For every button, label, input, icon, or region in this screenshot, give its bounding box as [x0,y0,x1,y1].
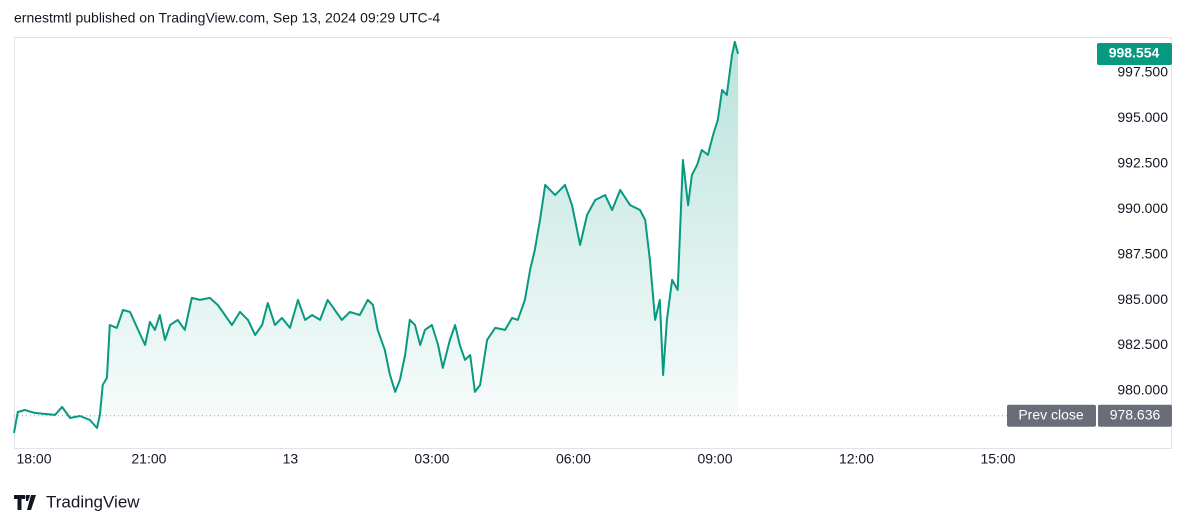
x-tick-label: 03:00 [414,451,449,467]
prev-close-value: 978.636 [1110,406,1161,422]
y-tick-label: 992.500 [1117,155,1168,171]
prev-close-title: Prev close [1018,406,1084,422]
x-tick-label: 09:00 [697,451,732,467]
y-tick-label: 985.000 [1117,291,1168,307]
x-tick-label: 12:00 [839,451,874,467]
x-tick-label: 21:00 [131,451,166,467]
y-tick-label: 982.500 [1117,336,1168,352]
logo [14,495,36,510]
brand: TradingView [46,492,140,511]
x-tick-label: 18:00 [16,451,51,467]
prev-close-box [1098,404,1172,427]
y-tick-label: 980.000 [1117,382,1168,398]
price-line [13,40,740,434]
y-tick-label: 990.000 [1117,200,1168,216]
y-tick-label: 987.500 [1117,245,1168,261]
x-tick-label: 13 [283,451,299,467]
y-tick-label: 997.500 [1117,64,1168,80]
x-tick-label: 15:00 [980,451,1015,467]
y-tick-label: 995.000 [1117,109,1168,125]
prev-close-tag [1007,404,1096,427]
area [14,41,739,433]
last-price-box [1097,43,1172,65]
header-title: ernestmtl published on TradingView.com, … [14,10,440,26]
x-tick-label: 06:00 [556,451,591,467]
chart-frame [14,37,1172,449]
last-price-label: 998.554 [1109,45,1160,61]
